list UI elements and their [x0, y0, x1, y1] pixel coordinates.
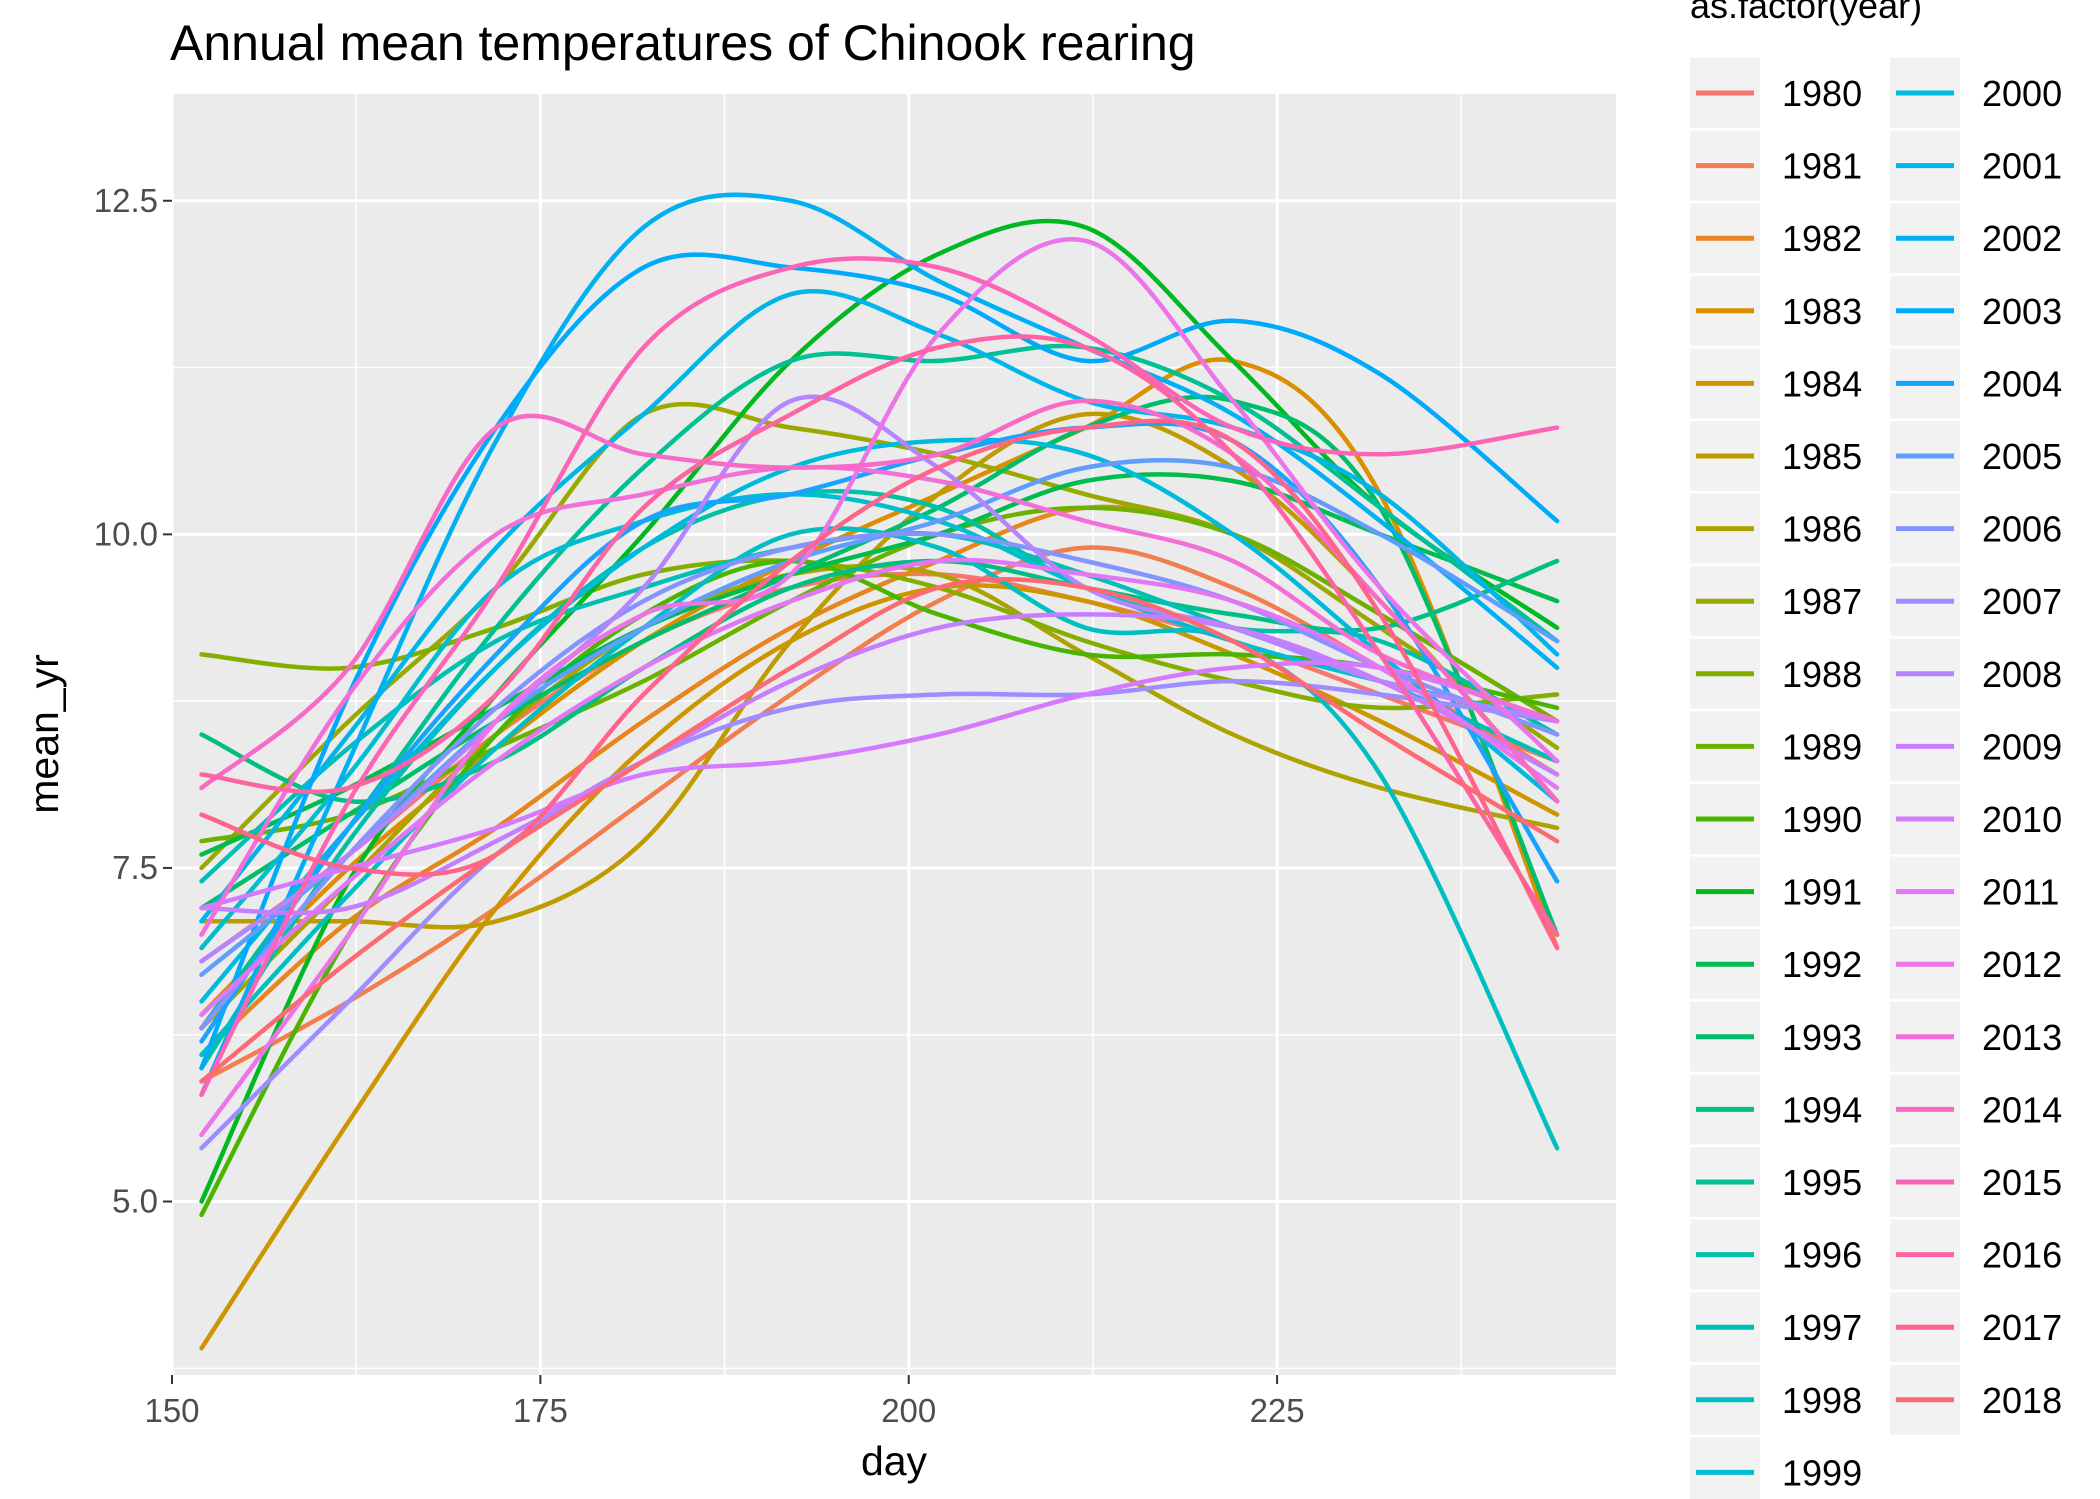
legend-label: 2018 — [1982, 1380, 2062, 1421]
legend-label: 2010 — [1982, 799, 2062, 840]
series-line-2018 — [199, 577, 1560, 1084]
legend-label: 1989 — [1782, 726, 1862, 767]
legend-key — [1690, 1437, 1760, 1499]
legend-label: 1988 — [1782, 654, 1862, 695]
legend-label: 2017 — [1982, 1307, 2062, 1348]
series-line-2015 — [199, 256, 1560, 1098]
series-line-2014 — [199, 398, 1560, 804]
legend-label: 2003 — [1982, 291, 2062, 332]
series-line-1994 — [199, 558, 1560, 805]
legend-label: 1994 — [1782, 1089, 1862, 1130]
legend-label: 2007 — [1982, 581, 2062, 622]
legend-label: 2016 — [1982, 1235, 2062, 1276]
series-line-2016 — [199, 334, 1560, 937]
legend-label: 1986 — [1782, 509, 1862, 550]
series-line-1985 — [199, 411, 1560, 930]
legend-label: 2002 — [1982, 218, 2062, 259]
legend-label: 2015 — [1982, 1162, 2062, 1203]
legend-label: 1993 — [1782, 1017, 1862, 1058]
x-tick-label: 225 — [1250, 1392, 1305, 1429]
legend-label: 1980 — [1782, 73, 1862, 114]
legend-label: 1987 — [1782, 581, 1862, 622]
legend-label: 2009 — [1982, 726, 2062, 767]
series-line-2010 — [199, 660, 1560, 911]
legend-label: 2005 — [1982, 436, 2062, 477]
axes: 150 175 200 225 5.0 7.5 10.0 12.5 — [94, 182, 1305, 1429]
legend-label: 2011 — [1982, 872, 2059, 913]
y-tick-label: 5.0 — [112, 1183, 158, 1220]
legend-label: 1985 — [1782, 436, 1862, 477]
series-line-2001 — [199, 289, 1560, 924]
legend-label: 1983 — [1782, 291, 1862, 332]
legend-label: 2012 — [1982, 944, 2062, 985]
legend-label: 1984 — [1782, 363, 1862, 404]
legend-label: 2001 — [1982, 146, 2062, 187]
x-axis-title: day — [861, 1438, 928, 1484]
legend-label: 1981 — [1782, 146, 1862, 187]
legend: as.factor(year) 1980 1981 1982 1983 1984 1985… — [1690, 0, 2062, 1499]
x-tick-label: 150 — [144, 1392, 199, 1429]
series-line-2006 — [199, 531, 1560, 1031]
legend-label: 2004 — [1982, 363, 2062, 404]
legend-label: 2014 — [1982, 1089, 2062, 1130]
legend-label: 1997 — [1782, 1307, 1862, 1348]
legend-label: 1991 — [1782, 872, 1862, 913]
chart-title: Annual mean temperatures of Chinook rear… — [170, 15, 1196, 71]
legend-label: 1996 — [1782, 1235, 1862, 1276]
series-line-2017 — [199, 418, 1560, 951]
series-line-2002 — [199, 192, 1560, 1098]
y-axis-title: mean_yr — [21, 654, 67, 814]
series-line-2000 — [199, 437, 1560, 1004]
legend-label: 2013 — [1982, 1017, 2062, 1058]
series-line-1988 — [199, 558, 1560, 711]
y-tick-label: 12.5 — [94, 182, 158, 219]
y-tick-label: 10.0 — [94, 515, 158, 552]
legend-label: 1998 — [1782, 1380, 1862, 1421]
y-tick-label: 7.5 — [112, 849, 158, 886]
x-tick-label: 175 — [513, 1392, 568, 1429]
legend-label: 1992 — [1782, 944, 1862, 985]
series-line-2009 — [199, 612, 1560, 916]
x-tick-label: 200 — [881, 1392, 936, 1429]
series-line-2011 — [199, 557, 1560, 1017]
legend-label: 1999 — [1782, 1452, 1862, 1493]
series-line-2008 — [199, 394, 1560, 964]
legend-label: 2008 — [1982, 654, 2062, 695]
legend-label: 2006 — [1982, 509, 2062, 550]
series-line-1987 — [199, 401, 1560, 871]
legend-title: as.factor(year) — [1690, 0, 1922, 26]
legend-label: 1982 — [1782, 218, 1862, 259]
legend-label: 2000 — [1982, 73, 2062, 114]
plot-panel — [172, 94, 1616, 1375]
series-line-2012 — [199, 237, 1560, 1138]
legend-label: 1995 — [1782, 1162, 1862, 1203]
series-lines — [199, 192, 1560, 1351]
legend-label: 1990 — [1782, 799, 1862, 840]
